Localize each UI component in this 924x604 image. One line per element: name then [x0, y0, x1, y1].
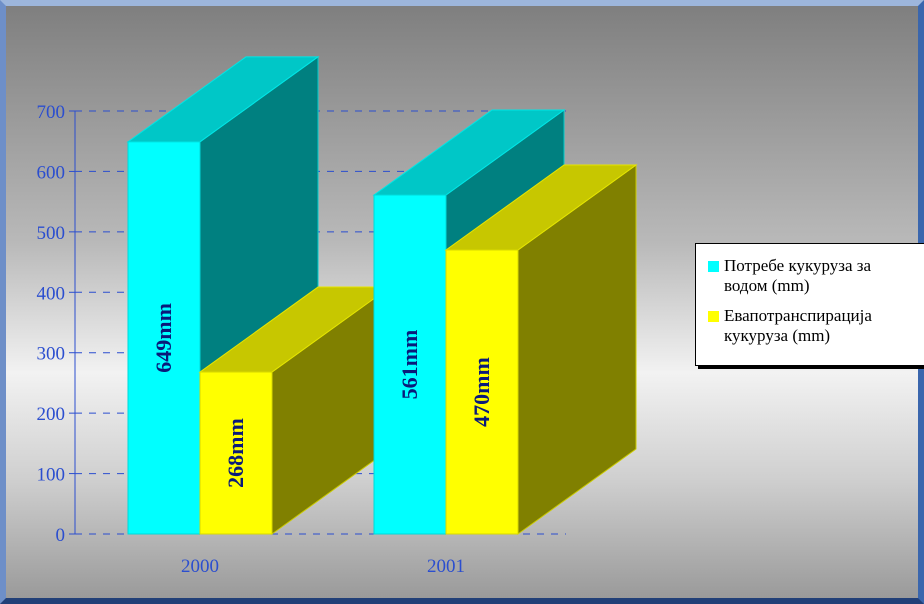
bar-front [127, 141, 201, 535]
y-tick-label: 300 [37, 344, 66, 365]
bar-value-label: 470mm [469, 357, 494, 427]
bar-front [445, 249, 519, 535]
legend-label-line1: Потребе кукуруза за [724, 256, 872, 275]
legend-item-water-need: Потребе кукуруза за водом (mm) [708, 256, 924, 296]
bar-front [199, 371, 273, 535]
legend-swatch-yellow [708, 311, 719, 322]
y-tick-label: 400 [37, 283, 66, 304]
legend-label-line2: кукуруза (mm) [724, 326, 831, 345]
chart-legend: Потребе кукуруза за водом (mm) Евапотран… [695, 243, 924, 366]
bar-front [373, 194, 447, 535]
x-tick-label: 2001 [427, 556, 465, 577]
y-tick-label: 500 [37, 223, 66, 244]
legend-item-evapotranspiration: Евапотранспирација кукуруза (mm) [708, 306, 924, 346]
y-tick-label: 200 [37, 404, 66, 425]
legend-label-line2: водом (mm) [724, 276, 810, 295]
bar-value-label: 268mm [223, 418, 248, 488]
y-tick-label: 100 [37, 465, 66, 486]
legend-swatch-cyan [708, 261, 719, 272]
y-tick-label: 0 [56, 525, 66, 546]
y-tick-label: 700 [37, 102, 66, 123]
y-tick-label: 600 [37, 162, 66, 183]
x-tick-label: 2000 [181, 556, 219, 577]
bar-value-label: 561mm [397, 330, 422, 400]
bar-value-label: 649mm [151, 303, 176, 373]
legend-label-line1: Евапотранспирација [724, 306, 872, 325]
